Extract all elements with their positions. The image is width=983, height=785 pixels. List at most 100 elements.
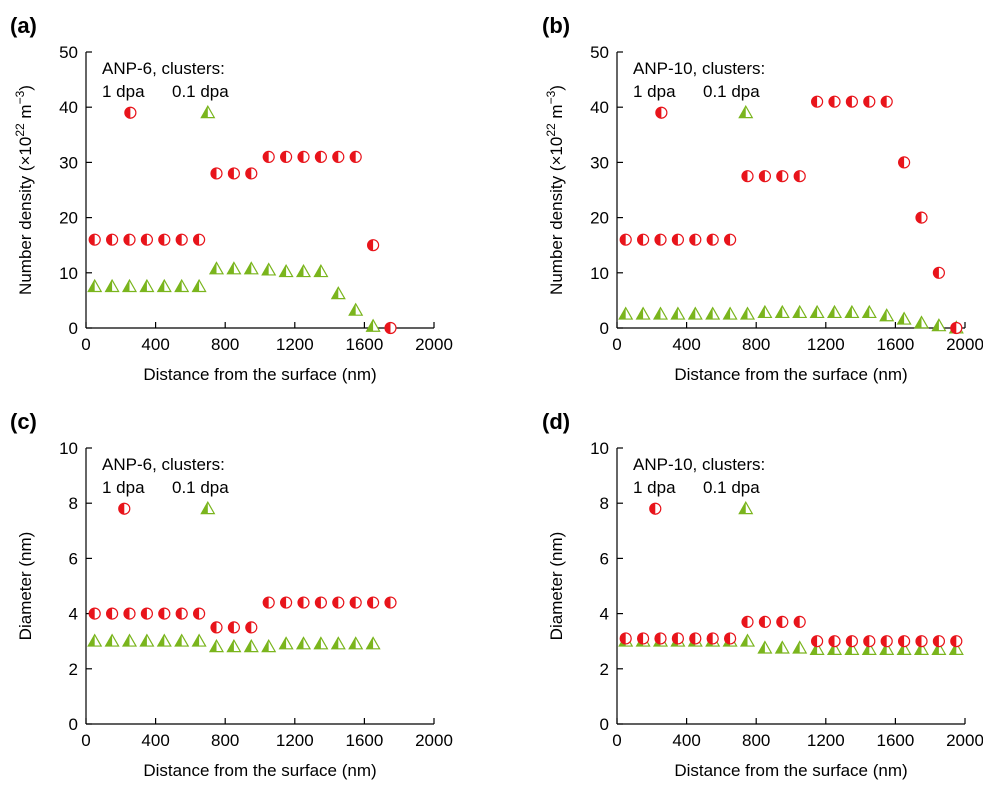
data-point-1dpa — [123, 233, 136, 246]
y-tick-label: 0 — [69, 319, 78, 338]
y-tick-label: 20 — [59, 209, 78, 228]
x-tick-label: 1600 — [345, 335, 383, 354]
data-point-1dpa — [367, 596, 380, 609]
data-point-0-1dpa — [278, 636, 294, 650]
x-tick-label: 1600 — [876, 335, 914, 354]
data-point-1dpa — [636, 632, 650, 645]
data-point-1dpa — [262, 150, 275, 163]
data-point-0-1dpa — [844, 304, 860, 319]
panel-label: (d) — [542, 409, 570, 434]
y-tick-label: 8 — [69, 494, 78, 513]
data-point-0-1dpa — [295, 263, 312, 278]
panel-label: (a) — [10, 13, 37, 38]
data-point-0-1dpa — [879, 308, 895, 322]
data-point-1dpa — [297, 596, 310, 609]
panel-a: (a) 0 10 20 30 40 50 0 400 800 1200 1600 2000 Distanc… — [10, 13, 453, 384]
data-point-0-1dpa — [330, 636, 346, 650]
y-tick-label: 50 — [590, 43, 609, 62]
data-point-0-1dpa — [313, 263, 329, 278]
data-point-1dpa — [314, 596, 327, 609]
data-point-1dpa — [654, 233, 667, 246]
x-tick-label: 800 — [211, 335, 239, 354]
data-point-1dpa — [741, 615, 754, 628]
data-point-1dpa — [280, 596, 293, 609]
x-tick-label: 1200 — [807, 731, 845, 750]
annotation-series-1: 1 dpa — [633, 82, 676, 101]
data-point-0-1dpa — [121, 633, 138, 647]
data-point-0-1dpa — [739, 306, 756, 320]
data-point-1dpa — [193, 607, 206, 620]
data-point-0-1dpa — [156, 633, 172, 647]
legend-marker-0-1dpa — [200, 501, 216, 515]
data-point-1dpa — [384, 321, 397, 335]
legend-marker-1dpa — [655, 106, 668, 119]
data-point-1dpa — [384, 596, 397, 609]
legend-marker-0-1dpa — [738, 105, 754, 119]
data-point-0-1dpa — [348, 302, 364, 316]
data-point-0-1dpa — [313, 636, 329, 650]
data-point-1dpa — [880, 95, 893, 108]
data-point-1dpa — [776, 170, 789, 183]
data-point-1dpa — [915, 635, 928, 648]
data-point-0-1dpa — [330, 286, 346, 300]
annotation-title: ANP-10, clusters: — [633, 59, 765, 78]
data-point-1dpa — [227, 621, 240, 634]
y-tick-label: 10 — [590, 264, 609, 283]
data-point-0-1dpa — [174, 633, 190, 647]
data-point-1dpa — [810, 635, 824, 648]
data-point-1dpa — [227, 167, 240, 180]
data-point-1dpa — [845, 635, 859, 648]
panel-b: (b) 0 10 20 30 40 50 0 400 800 1200 1600 2000 Distanc… — [542, 13, 983, 384]
data-point-1dpa — [671, 632, 685, 645]
data-point-0-1dpa — [774, 304, 790, 319]
data-point-1dpa — [828, 95, 841, 108]
data-point-0-1dpa — [757, 304, 773, 319]
legend-marker-1dpa — [124, 106, 137, 119]
data-point-0-1dpa — [295, 636, 312, 650]
annotation-series-1: 1 dpa — [102, 478, 145, 497]
data-point-1dpa — [619, 233, 632, 246]
data-point-1dpa — [349, 150, 362, 163]
x-tick-label: 2000 — [415, 335, 453, 354]
data-point-0-1dpa — [226, 639, 242, 653]
data-point-0-1dpa — [739, 633, 756, 647]
annotation-title: ANP-6, clusters: — [102, 59, 225, 78]
y-tick-label: 10 — [590, 439, 609, 458]
data-point-1dpa — [140, 233, 153, 246]
y-tick-label: 0 — [600, 715, 609, 734]
x-tick-label: 0 — [612, 335, 621, 354]
x-tick-label: 1200 — [807, 335, 845, 354]
data-point-1dpa — [776, 615, 789, 628]
y-tick-label: 2 — [600, 660, 609, 679]
legend-marker-1dpa — [118, 502, 131, 515]
y-axis-title: Number density (×1022 m−3) — [544, 85, 566, 295]
data-point-1dpa — [158, 607, 171, 620]
data-point-0-1dpa — [913, 315, 930, 329]
y-tick-label: 2 — [69, 660, 78, 679]
y-tick-label: 6 — [600, 549, 609, 568]
y-tick-label: 4 — [600, 605, 609, 624]
data-point-1dpa — [689, 233, 702, 246]
data-point-0-1dpa — [826, 304, 843, 319]
y-tick-label: 0 — [69, 715, 78, 734]
data-point-0-1dpa — [931, 318, 947, 332]
data-point-0-1dpa — [365, 636, 381, 650]
data-point-1dpa — [654, 632, 667, 645]
data-point-0-1dpa — [722, 306, 738, 320]
data-point-1dpa — [158, 233, 171, 246]
data-point-0-1dpa — [348, 636, 364, 650]
data-point-0-1dpa — [156, 278, 172, 293]
y-tick-label: 4 — [69, 605, 78, 624]
x-axis-title: Distance from the surface (nm) — [143, 365, 376, 384]
data-point-1dpa — [863, 635, 876, 648]
data-point-0-1dpa — [191, 633, 207, 647]
panel-label: (c) — [10, 409, 37, 434]
data-point-0-1dpa — [208, 639, 225, 653]
data-point-1dpa — [349, 596, 362, 609]
data-point-1dpa — [793, 615, 806, 628]
data-point-1dpa — [367, 239, 380, 252]
data-point-1dpa — [706, 632, 719, 645]
data-point-1dpa — [689, 632, 702, 645]
data-point-1dpa — [671, 233, 685, 246]
data-point-1dpa — [932, 635, 946, 648]
